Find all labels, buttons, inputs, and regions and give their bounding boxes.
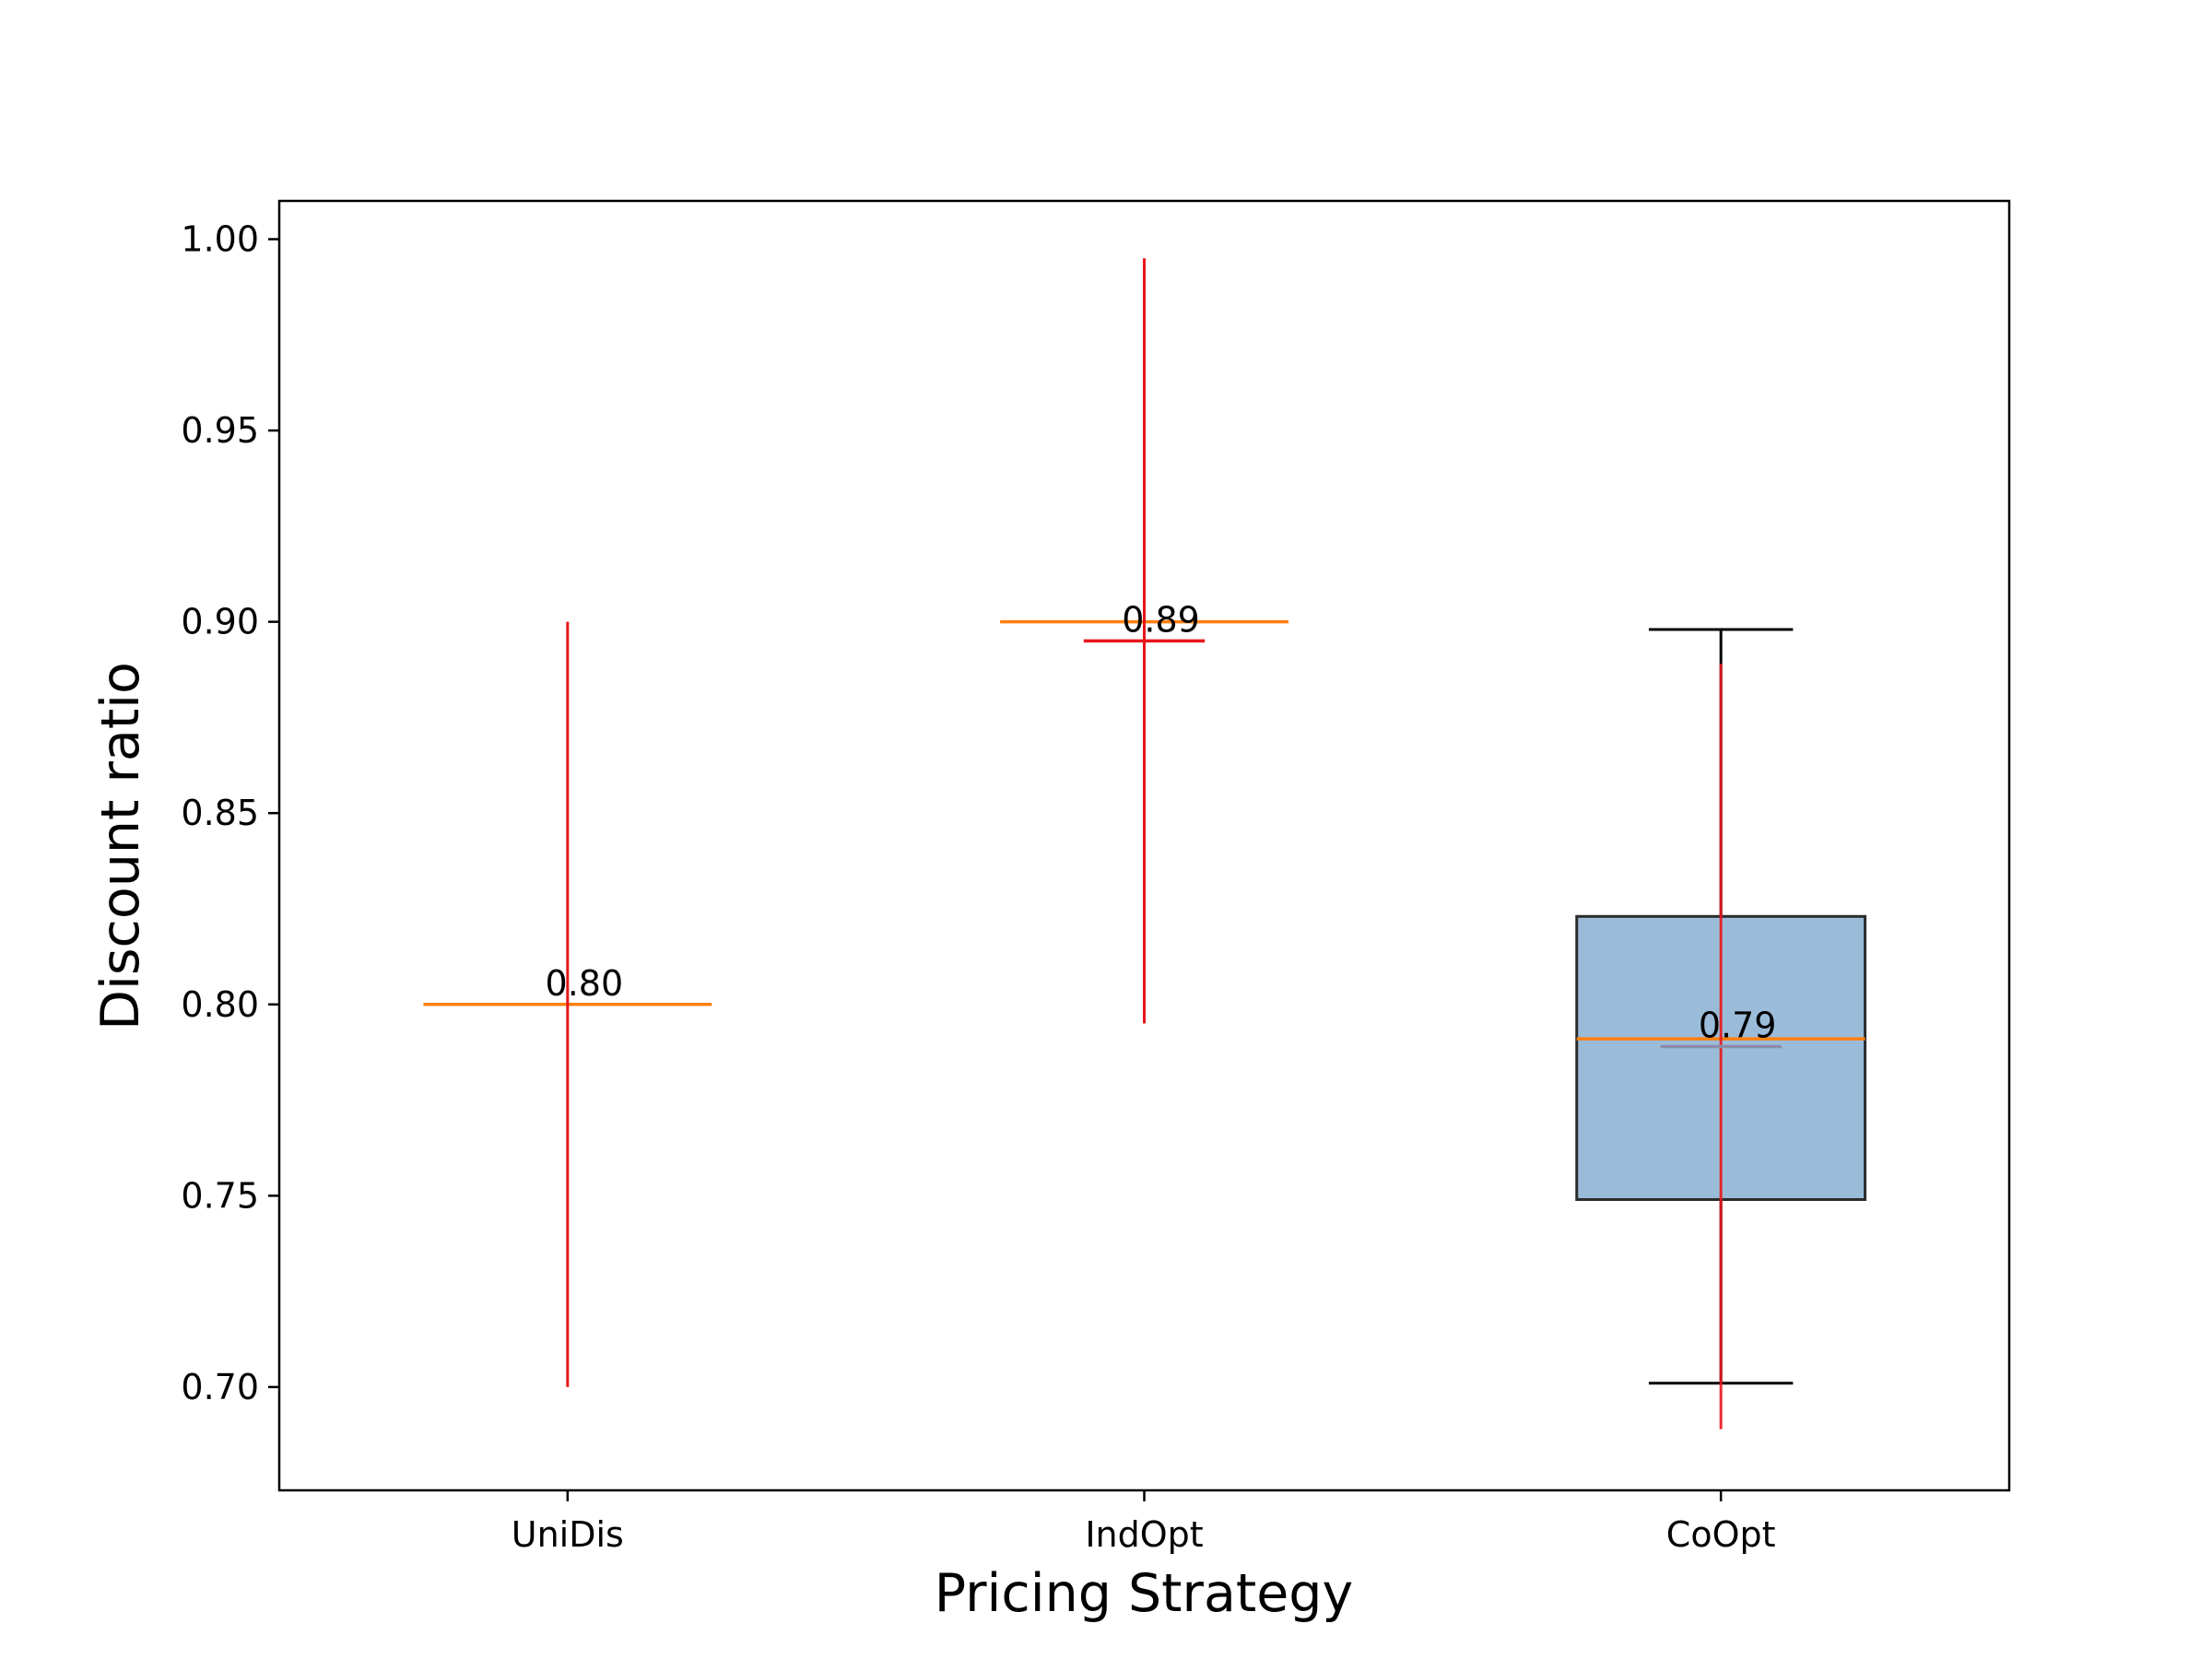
data-label: 0.79: [1699, 1005, 1777, 1045]
x-tick-label: UniDis: [512, 1514, 624, 1555]
y-tick-label: 0.90: [181, 602, 259, 642]
box-group-unidis: 0.80: [423, 621, 712, 1387]
data-label: 0.80: [546, 963, 624, 1004]
box-group-indopt: 0.89: [1000, 258, 1288, 1024]
plot-layer: 0.80 0.89 0.79: [423, 258, 1867, 1430]
y-tick-label: 0.95: [181, 410, 259, 451]
y-axis-title: Discount ratio: [90, 662, 151, 1030]
y-tick-label: 1.00: [181, 219, 259, 260]
y-tick-label: 0.70: [181, 1367, 259, 1407]
y-tick-label: 0.75: [181, 1175, 259, 1216]
data-label: 0.89: [1122, 599, 1200, 640]
x-tick-label: CoOpt: [1666, 1514, 1776, 1555]
y-axis: 0.70 0.75 0.80 0.85 0.90 0.95 1.00: [181, 219, 279, 1407]
box-group-coopt: 0.79: [1575, 628, 1867, 1430]
x-axis-title: Pricing Strategy: [935, 1563, 1353, 1624]
x-axis: UniDis IndOpt CoOpt: [512, 1490, 1776, 1555]
x-tick-label: IndOpt: [1085, 1514, 1203, 1555]
y-tick-label: 0.80: [181, 984, 259, 1025]
y-tick-label: 0.85: [181, 793, 259, 833]
